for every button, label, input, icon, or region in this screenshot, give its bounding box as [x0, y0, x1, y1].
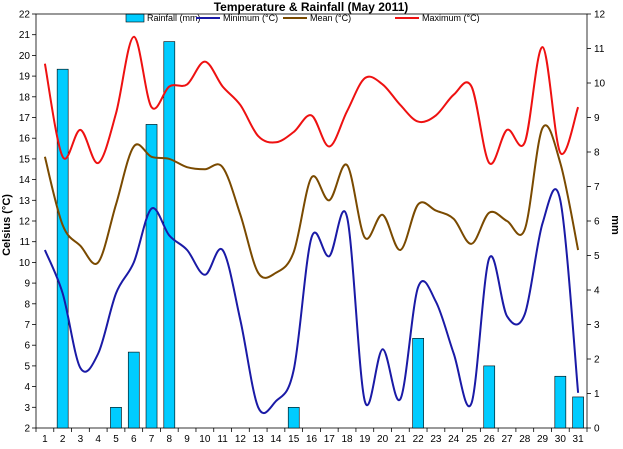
chart-title: Temperature & Rainfall (May 2011): [214, 0, 409, 14]
y-tick-label: 21: [19, 30, 31, 41]
x-tick-label: 11: [217, 434, 228, 445]
x-tick-label: 18: [341, 434, 353, 445]
x-tick-label: 8: [167, 434, 173, 445]
y-tick-label: 22: [19, 10, 31, 21]
rainfall-bar: [145, 124, 158, 429]
y-tick-label: 20: [19, 51, 31, 62]
rainfall-bar: [56, 68, 69, 429]
x-tick-label: 7: [149, 434, 155, 445]
x-tick-label: 22: [413, 434, 425, 445]
y-tick-label: 18: [19, 92, 31, 103]
y-tick-label: 2: [24, 424, 30, 435]
y-tick-label: 11: [20, 237, 31, 248]
x-tick-label: 12: [235, 434, 247, 445]
y2-tick-label: 12: [594, 10, 606, 21]
legend-label-rainfall: Rainfall (mm): [147, 13, 201, 23]
y-tick-label: 3: [24, 403, 30, 414]
x-tick-label: 26: [484, 434, 496, 445]
y2-tick-label: 7: [594, 182, 600, 193]
x-tick-label: 23: [430, 434, 442, 445]
y-tick-label: 12: [19, 217, 31, 228]
x-tick-label: 24: [448, 434, 460, 445]
y2-tick-label: 9: [594, 113, 600, 124]
x-tick-label: 14: [270, 434, 282, 445]
mean-temperature-line: [43, 124, 580, 279]
legend-swatch-rainfall: [125, 13, 145, 23]
y-tick-label: 13: [19, 196, 31, 207]
x-tick-label: 17: [324, 434, 336, 445]
x-tick-label: 10: [199, 434, 211, 445]
y-tick-label: 17: [19, 113, 31, 124]
x-tick-label: 4: [95, 434, 101, 445]
y2-tick-label: 2: [594, 355, 600, 366]
y2-tick-label: 4: [594, 286, 600, 297]
rainfall-bar: [127, 351, 140, 429]
x-tick-label: 16: [306, 434, 318, 445]
rainfall-bar: [554, 375, 567, 429]
x-tick-label: 31: [573, 434, 585, 445]
x-tick-label: 28: [519, 434, 531, 445]
maximum-temperature-line: [43, 35, 580, 165]
legend-label-maximum: Maximum (°C): [422, 13, 480, 23]
y-tick-label: 15: [19, 154, 31, 165]
x-tick-label: 3: [78, 434, 84, 445]
y-tick-label: 8: [24, 299, 30, 310]
x-tick-label: 5: [113, 434, 119, 445]
x-tick-label: 30: [555, 434, 567, 445]
y2-tick-label: 3: [594, 320, 600, 331]
y2-tick-label: 0: [594, 424, 600, 435]
rainfall-bar: [287, 406, 300, 429]
legend: Rainfall (mm) Minimum (°C) Mean (°C) Max…: [125, 13, 480, 23]
y2-tick-label: 11: [594, 44, 605, 55]
y-tick-label: 7: [24, 320, 30, 331]
rainfall-bar: [110, 406, 122, 429]
x-tick-label: 1: [42, 434, 48, 445]
x-tick-label: 6: [131, 434, 137, 445]
x-tick-label: 20: [377, 434, 389, 445]
x-tick-label: 27: [501, 434, 513, 445]
x-tick-label: 2: [60, 434, 66, 445]
y-tick-label: 4: [24, 382, 30, 393]
y-tick-label: 5: [24, 361, 30, 372]
x-tick-label: 21: [395, 434, 407, 445]
x-tick-label: 9: [184, 434, 190, 445]
y-tick-label: 6: [24, 341, 30, 352]
y-tick-label: 10: [19, 258, 31, 269]
y-axis-label: Celsius (°C): [1, 194, 13, 256]
y2-tick-label: 6: [594, 217, 600, 228]
x-tick-label: 13: [253, 434, 265, 445]
y2-tick-label: 5: [594, 251, 600, 262]
legend-label-mean: Mean (°C): [310, 13, 351, 23]
rainfall-bar: [572, 396, 584, 429]
x-tick-label: 19: [359, 434, 371, 445]
legend-label-minimum: Minimum (°C): [223, 13, 278, 23]
x-tick-label: 25: [466, 434, 478, 445]
rainfall-bar: [412, 337, 424, 429]
plot-area: 2345678910111213141516171819202122012345…: [19, 10, 606, 446]
y2-tick-label: 8: [594, 148, 600, 159]
y-tick-label: 14: [19, 175, 31, 186]
y-tick-label: 16: [19, 134, 31, 145]
rainfall-bar: [483, 365, 496, 429]
x-tick-label: 29: [537, 434, 549, 445]
y2-axis-label: mm: [609, 215, 621, 235]
y-tick-label: 9: [24, 279, 30, 290]
y-tick-label: 19: [19, 72, 31, 83]
x-tick-label: 15: [288, 434, 300, 445]
minimum-temperature-line: [43, 188, 580, 414]
y2-tick-label: 1: [594, 389, 600, 400]
y2-tick-label: 10: [594, 79, 606, 90]
